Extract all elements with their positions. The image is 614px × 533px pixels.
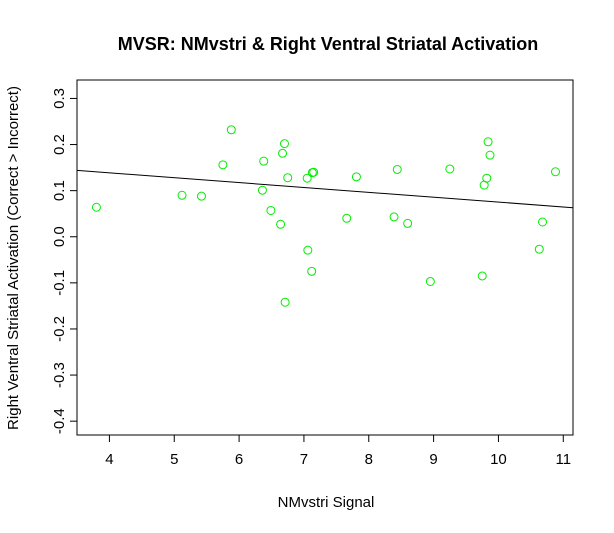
data-point xyxy=(351,172,361,182)
y-tick-label: -0.4 xyxy=(51,408,68,434)
data-point xyxy=(276,219,286,229)
data-point xyxy=(259,156,269,166)
y-tick-label: -0.3 xyxy=(51,362,68,388)
data-point xyxy=(266,205,276,215)
data-point xyxy=(196,191,206,201)
data-point xyxy=(257,185,267,195)
data-point xyxy=(445,164,455,174)
data-point xyxy=(482,173,492,183)
y-axis: -0.4 -0.3 -0.2 -0.1 0.0 0.1 0.2 0.3 xyxy=(51,88,77,434)
x-tick-label: 8 xyxy=(365,451,373,468)
x-axis: 4 5 6 7 8 9 10 11 xyxy=(105,435,571,468)
data-point xyxy=(485,150,495,160)
data-point xyxy=(307,266,317,276)
y-tick-label: -0.1 xyxy=(51,270,68,296)
y-axis-label: Right Ventral Striatal Activation (Corre… xyxy=(5,86,22,430)
data-points xyxy=(91,125,560,307)
data-point xyxy=(218,160,228,170)
data-point xyxy=(278,148,288,158)
y-tick-label: 0.3 xyxy=(51,88,68,109)
data-point xyxy=(226,125,236,135)
data-point xyxy=(392,164,402,174)
regression-line-group xyxy=(76,169,574,209)
data-point xyxy=(283,173,293,183)
x-tick-label: 11 xyxy=(555,451,571,468)
data-point xyxy=(280,297,290,307)
x-tick-label: 6 xyxy=(235,451,243,468)
data-point xyxy=(303,245,313,255)
x-tick-label: 10 xyxy=(490,451,507,468)
regression-line xyxy=(76,169,574,209)
data-point xyxy=(538,217,548,227)
data-point xyxy=(477,271,487,281)
data-point xyxy=(177,190,187,200)
plot-frame xyxy=(76,79,574,436)
x-tick-label: 4 xyxy=(105,451,113,468)
data-point xyxy=(403,218,413,228)
data-point xyxy=(534,244,544,254)
data-point xyxy=(550,167,560,177)
data-point xyxy=(389,212,399,222)
x-tick-label: 7 xyxy=(300,451,308,468)
data-point xyxy=(302,173,312,183)
data-point xyxy=(425,276,435,286)
y-tick-label: 0.2 xyxy=(51,134,68,155)
chart-title: MVSR: NMvstri & Right Ventral Striatal A… xyxy=(118,34,538,54)
data-point xyxy=(309,167,319,177)
y-tick-label: 0.0 xyxy=(51,226,68,247)
data-point xyxy=(91,202,101,212)
data-point xyxy=(483,137,493,147)
x-axis-label: NMvstri Signal xyxy=(278,494,375,511)
x-tick-label: 9 xyxy=(429,451,437,468)
data-point xyxy=(342,213,352,223)
y-tick-label: -0.2 xyxy=(51,316,68,342)
y-tick-label: 0.1 xyxy=(51,180,68,201)
data-point xyxy=(279,139,289,149)
x-tick-label: 5 xyxy=(170,451,178,468)
